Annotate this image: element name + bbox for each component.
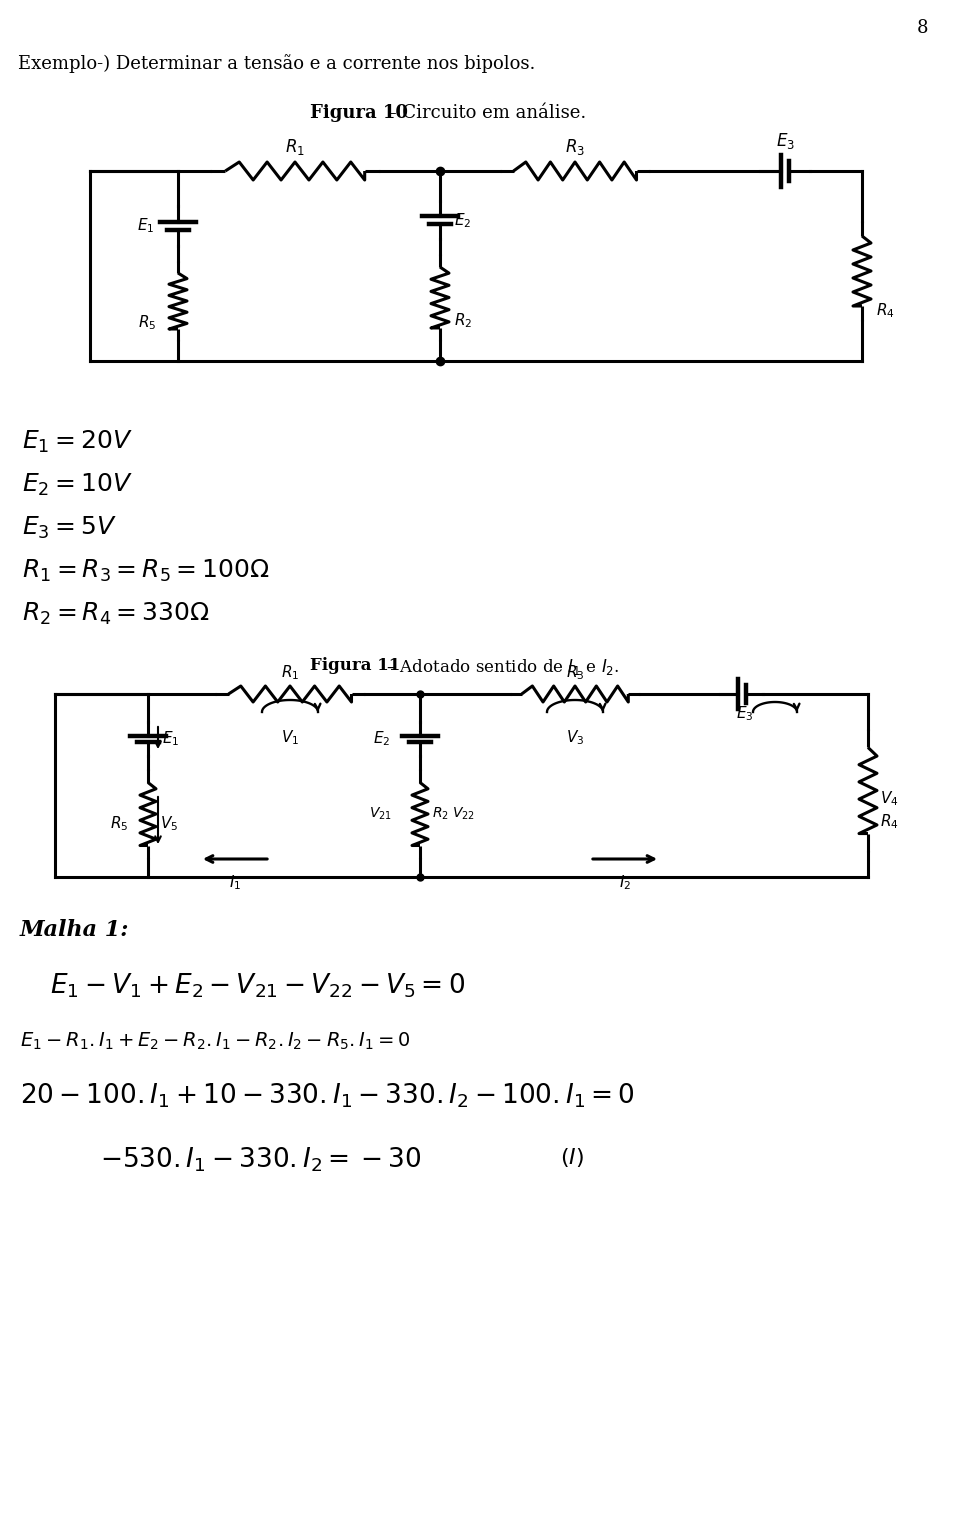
Text: $R_3$: $R_3$ [565,137,585,156]
Text: $I_2$: $I_2$ [619,873,631,892]
Text: $E_1$: $E_1$ [136,217,154,235]
Text: $V_1$: $V_1$ [281,728,300,747]
Text: $V_{21}$: $V_{21}$ [369,805,392,822]
Text: $E_3$: $E_3$ [776,131,795,150]
Text: $V_5$: $V_5$ [160,814,179,834]
Text: – Circuito em análise.: – Circuito em análise. [382,103,587,122]
Text: Exemplo-) Determinar a tensão e a corrente nos bipolos.: Exemplo-) Determinar a tensão e a corren… [18,55,536,73]
Text: $R_2$: $R_2$ [432,805,449,822]
Text: $R_2$: $R_2$ [454,311,472,330]
Text: $E_3$: $E_3$ [736,703,754,723]
Text: $R_5$: $R_5$ [109,814,128,834]
Text: $E_2$: $E_2$ [372,729,390,749]
Text: $R_5$: $R_5$ [137,313,156,333]
Text: $V_4$: $V_4$ [880,790,899,808]
Text: $E_1 - R_1.I_1 + E_2 - R_2.I_1 - R_2.I_2 - R_5.I_1 = 0$: $E_1 - R_1.I_1 + E_2 - R_2.I_1 - R_2.I_2… [20,1031,411,1053]
Text: $R_1 = R_3 = R_5 = 100\Omega$: $R_1 = R_3 = R_5 = 100\Omega$ [22,557,270,585]
Text: $20 - 100.I_1 + 10 - 330.I_1 - 330.I_2 - 100.I_1 = 0$: $20 - 100.I_1 + 10 - 330.I_1 - 330.I_2 -… [20,1082,635,1109]
Text: $V_{22}$: $V_{22}$ [452,805,475,822]
Text: $R_3$: $R_3$ [565,664,585,682]
Text: $-530.I_1 - 330.I_2 = -30$: $-530.I_1 - 330.I_2 = -30$ [100,1145,421,1174]
Text: – Adotado sentido de $I_1$ e $I_2$.: – Adotado sentido de $I_1$ e $I_2$. [381,658,619,677]
Text: $E_1 = 20V$: $E_1 = 20V$ [22,428,132,456]
Text: 8: 8 [917,20,928,36]
Text: $E_1$: $E_1$ [162,729,180,749]
Text: $R_4$: $R_4$ [876,302,895,321]
Text: $E_2 = 10V$: $E_2 = 10V$ [22,472,132,498]
Text: $I_1$: $I_1$ [228,873,241,892]
Text: $V_3$: $V_3$ [565,728,584,747]
Text: $E_3 = 5V$: $E_3 = 5V$ [22,515,117,541]
Text: $R_2 = R_4 = 330\Omega$: $R_2 = R_4 = 330\Omega$ [22,602,209,627]
Text: $R_1$: $R_1$ [281,664,300,682]
Text: $E_1 - V_1 + E_2 - V_{21} - V_{22} - V_5 = 0$: $E_1 - V_1 + E_2 - V_{21} - V_{22} - V_5… [50,971,466,1000]
Text: $R_4$: $R_4$ [880,813,899,831]
Text: $E_2$: $E_2$ [454,211,471,231]
Text: Figura 11: Figura 11 [310,658,400,674]
Text: Malha 1:: Malha 1: [20,919,130,940]
Text: $(I)$: $(I)$ [560,1145,584,1170]
Text: $R_1$: $R_1$ [285,137,305,156]
Text: Figura 10: Figura 10 [310,103,408,122]
